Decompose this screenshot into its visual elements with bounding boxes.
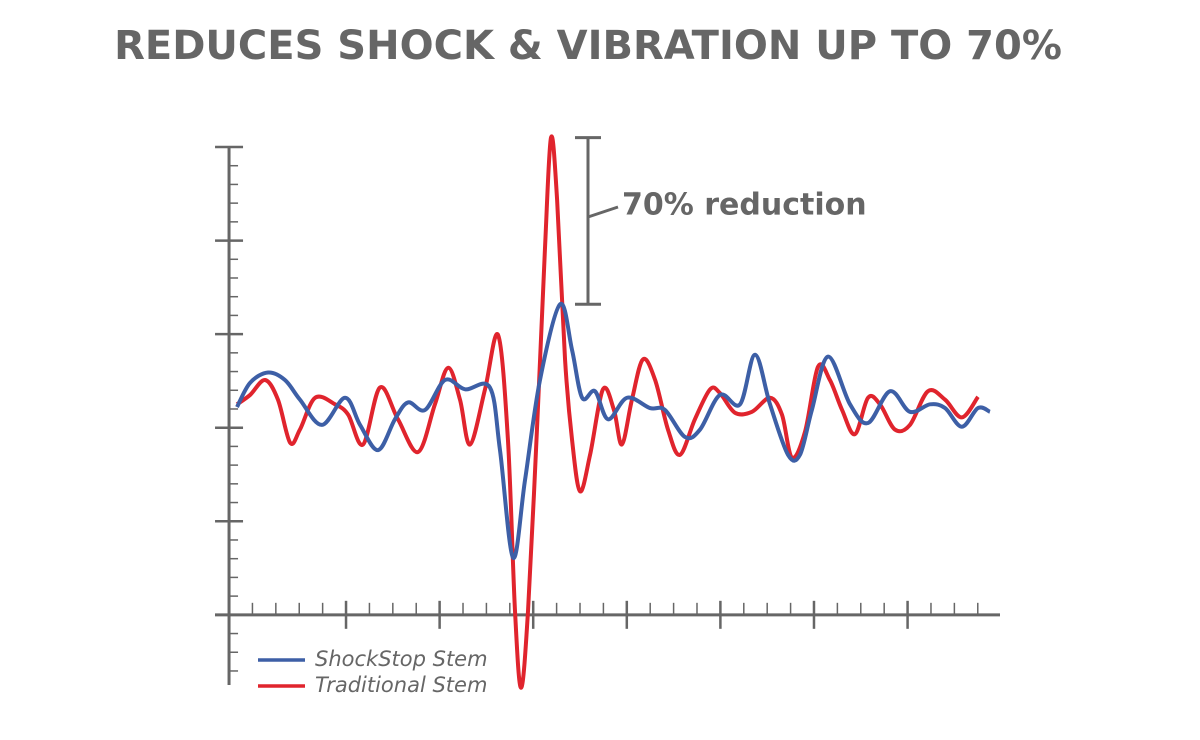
chart-title: REDUCES SHOCK & VIBRATION UP TO 70% [114, 23, 1062, 69]
series-line [235, 302, 991, 560]
series-line [235, 134, 980, 690]
annotation: 70% reduction [622, 188, 867, 223]
legend-label: Traditional Stem [315, 673, 487, 697]
legend-label: ShockStop Stem [315, 647, 488, 671]
bracket-connector [587, 205, 619, 219]
